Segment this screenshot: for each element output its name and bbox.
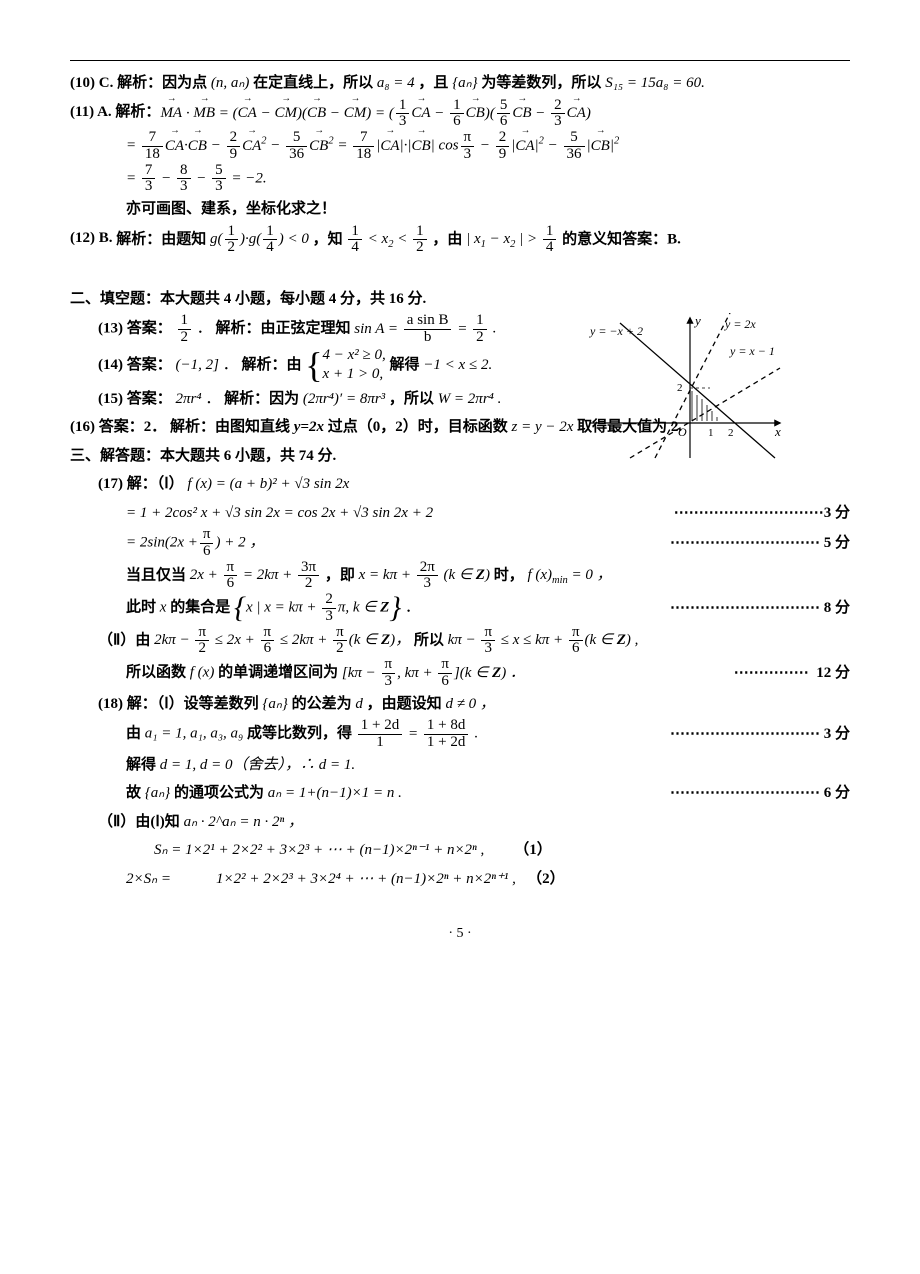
svg-text:O: O — [678, 425, 687, 439]
svg-text:y = x − 1: y = x − 1 — [729, 344, 775, 358]
q10-label: (10) C. — [70, 69, 113, 98]
q18-sn2: 2×Sₙ = 1×2² + 2×2³ + 3×2⁴ + ⋯ + (n−1)×2ⁿ… — [70, 865, 850, 894]
q11-line3: = 73 − 83 − 53 = −2. — [70, 163, 850, 196]
q17-p2: （Ⅱ）由 2kπ − π2 ≤ 2x + π6 ≤ 2kπ + π2(k ∈ Z… — [70, 625, 850, 658]
svg-text:x: x — [774, 424, 781, 439]
q12-label: (12) B. — [70, 224, 113, 253]
q18-l3: 解得 d = 1, d = 0（舍去），∴ d = 1. — [70, 751, 850, 780]
svg-text:2: 2 — [677, 382, 683, 394]
q17-l5: 此时 x 的集合是 {x | x = kπ + 23π, k ∈ Z} ． ⋯⋯… — [70, 592, 850, 625]
svg-text:2: 2 — [728, 427, 734, 439]
q17-p3: 所以函数 f (x) 的单调递增区间为 [kπ − π3, kπ + π6](k… — [70, 657, 850, 690]
svg-text:y = 2x: y = 2x — [724, 317, 756, 331]
q17-l3: = 2sin(2x +π6) + 2 ， ⋯⋯⋯⋯⋯⋯⋯⋯⋯⋯ 5 分 — [70, 527, 850, 560]
q11-note: 亦可画图、建系，坐标化求之！ — [70, 195, 850, 224]
svg-text:y: y — [693, 313, 701, 328]
q11-line2: = 718CA·CB − 29CA2 − 536CB2 = 718|CA|·|C… — [70, 130, 850, 163]
top-rule — [70, 60, 850, 61]
section2-title: 二、填空题：本大题共 4 小题，每小题 4 分，共 16 分. — [70, 285, 850, 314]
q18-sn1: Sₙ = 1×2¹ + 2×2² + 3×2³ + ⋯ + (n−1)×2ⁿ⁻¹… — [70, 836, 850, 865]
q17-l4: 当且仅当 2x + π6 = 2kπ + 3π2 ，即 x = kπ + 2π3… — [70, 560, 850, 593]
q18-l2: 由 a₁ = 1, a₁, a₃, a₉ 成等比数列，得 1 + 2d1 = 1… — [70, 718, 850, 751]
q18-l4: 故 {aₙ} 的通项公式为 aₙ = 1+(n−1)×1 = n . ⋯⋯⋯⋯⋯… — [70, 779, 850, 808]
svg-text:y = −x + 2: y = −x + 2 — [589, 324, 643, 338]
q18-p2: （Ⅱ）由(Ⅰ)知 aₙ · 2^aₙ = n · 2ⁿ ， — [70, 808, 850, 837]
q12: (12) B. 解析：由题知 g(12)·g(14) < 0 ，知 14 < x… — [70, 224, 850, 257]
q17-l2: = 1 + 2cos² x + √3 sin 2x = cos 2x + √3 … — [70, 499, 850, 528]
q10: (10) C. 解析：因为点 (n, aₙ) 在定直线上，所以 a₈ = 4 ，… — [70, 69, 850, 98]
q11: (11) A. 解析： MA · MB = (CA − CM)(CB − CM)… — [70, 98, 850, 224]
q13-graph: y x O y = 2x y = x − 1 y = −x + 2 2 1 2 — [570, 313, 790, 463]
svg-text:1: 1 — [708, 427, 714, 439]
page-number: · 5 · — [70, 921, 850, 948]
q17: (17) 解：（Ⅰ） f (x) = (a + b)² + √3 sin 2x — [70, 470, 850, 499]
q18: (18) 解：（Ⅰ）设等差数列 {aₙ} 的公差为 d ，由题设知 d ≠ 0 … — [70, 690, 850, 719]
q11-label: (11) A. — [70, 98, 112, 127]
